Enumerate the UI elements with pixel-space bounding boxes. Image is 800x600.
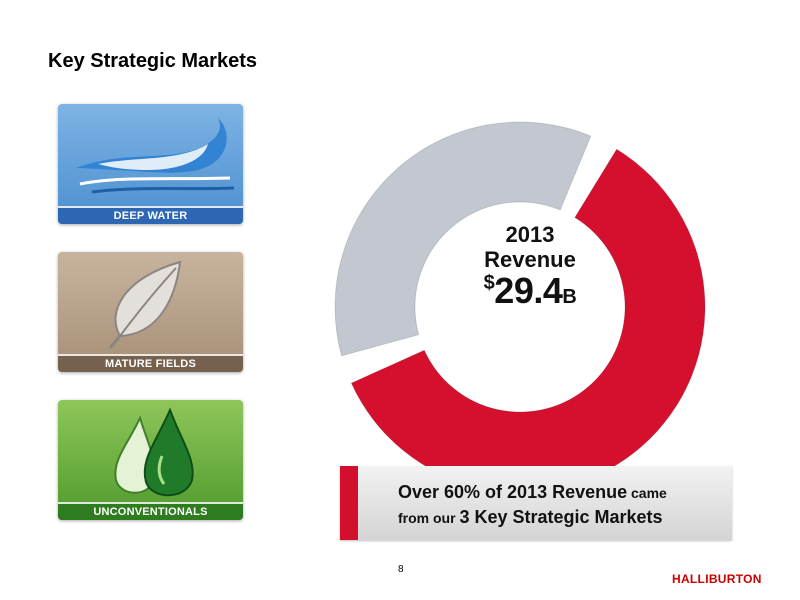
callout-line2-big: 3 Key Strategic Markets (459, 507, 663, 527)
callout-line1-big: Over 60% of 2013 Revenue (398, 482, 628, 502)
tile-label: DEEP WATER (58, 206, 243, 224)
revenue-unit: B (562, 286, 577, 308)
callout-accent-bar (340, 466, 358, 540)
halliburton-logo: HALLIBURTON (672, 572, 762, 586)
donut-slice-1 (334, 121, 592, 357)
tile-label: MATURE FIELDS (58, 354, 243, 372)
donut-slice-0 (350, 148, 706, 493)
chart-center-value: $29.4B (455, 270, 605, 312)
callout-text: Over 60% of 2013 Revenue came from our 3… (398, 480, 728, 530)
leaf-icon (108, 260, 182, 349)
tile-label: UNCONVENTIONALS (58, 502, 243, 520)
wave-icon (76, 118, 235, 194)
chart-center-year: 2013 (505, 222, 555, 247)
chart-center-label: Revenue (484, 247, 576, 272)
currency-symbol: $ (483, 272, 495, 294)
callout-line1-small: came (631, 485, 667, 501)
droplets-icon (114, 407, 194, 497)
revenue-donut-chart (334, 121, 706, 493)
deep-water-tile: DEEP WATER (58, 104, 243, 224)
page-number: 8 (398, 564, 404, 575)
page-title: Key Strategic Markets (48, 50, 257, 72)
callout-box: Over 60% of 2013 Revenue came from our 3… (340, 466, 732, 540)
callout-line2-small: from our (398, 510, 456, 526)
revenue-amount: 29.4 (494, 270, 563, 311)
unconventionals-tile: UNCONVENTIONALS (58, 400, 243, 520)
mature-fields-tile: MATURE FIELDS (58, 252, 243, 372)
